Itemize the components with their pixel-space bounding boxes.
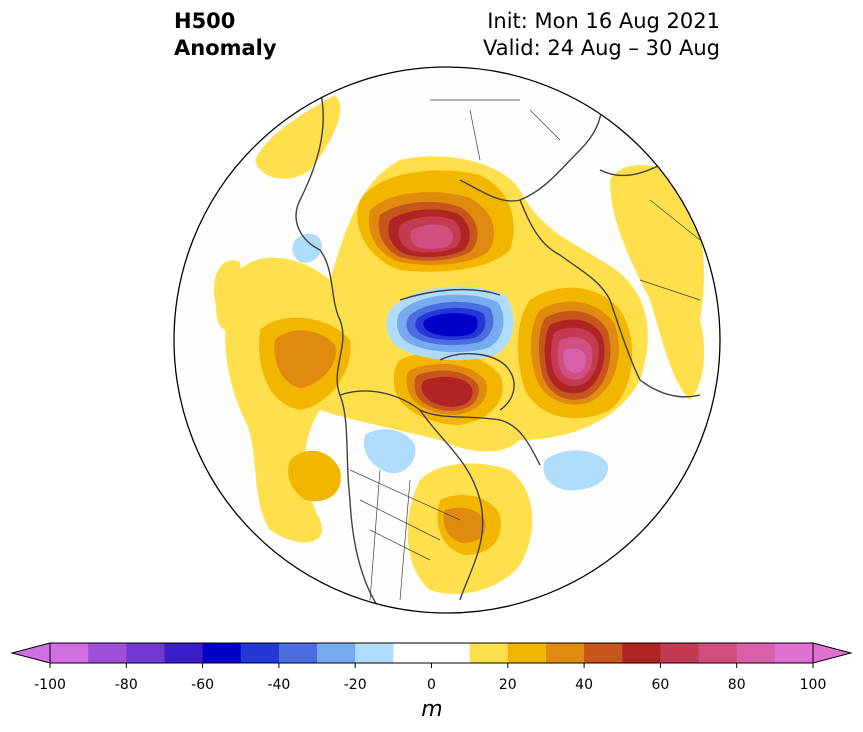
colorbar-bins [50,643,814,663]
valid-range: Valid: 24 Aug – 30 Aug [482,36,720,60]
colorbar-tick-label: 80 [728,677,746,693]
colorbar-ticks: -100 -80 -60 -40 -20 0 20 40 60 80 100 [34,663,826,693]
colorbar-bin [317,643,356,663]
init-date: Init: Mon 16 Aug 2021 [487,9,720,33]
colorbar-tick-label: -40 [267,677,290,693]
anomaly-contours [214,95,705,594]
colorbar-unit-label: m [421,697,442,722]
colorbar-tick-label: 0 [427,677,436,693]
colorbar-bin [660,643,700,663]
title-line-variable: H500 [174,9,236,33]
forecast-dates: Init: Mon 16 Aug 2021 Valid: 24 Aug – 30… [483,8,720,62]
colorbar-bin [355,643,394,663]
colorbar-tick-label: -20 [344,677,367,693]
colorbar-over-arrow [812,642,853,664]
colorbar-tick-label: 100 [800,677,827,693]
colorbar-bin [88,643,127,663]
colorbar-bin [622,643,661,663]
map-boundary [173,66,721,614]
colorbar-tick-label: -80 [115,677,138,693]
colorbar-bin [698,643,738,663]
anomaly-map [173,66,721,614]
colorbar-tick-label: 60 [651,677,669,693]
colorbar-bin [126,643,165,663]
colorbar-bin [736,643,776,663]
colorbar-bin [469,643,509,663]
colorbar-bin [240,643,280,663]
colorbar-bin [202,643,242,663]
colorbar-bin [774,643,814,663]
colorbar-bin [584,643,623,663]
colorbar-tick-label: 40 [575,677,593,693]
colorbar-bin [50,643,89,663]
colorbar: -100 -80 -60 -40 -20 0 20 40 60 80 100 m [10,642,853,722]
colorbar-tick-label: 20 [499,677,517,693]
colorbar-bin [545,643,585,663]
colorbar-bin [164,643,204,663]
colorbar-bin [278,643,318,663]
colorbar-bin [393,643,432,663]
colorbar-under-arrow [10,642,51,664]
colorbar-tick-label: -100 [34,677,66,693]
colorbar-tick-label: -60 [191,677,214,693]
title-line-field: Anomaly [174,36,277,60]
political-borders [349,99,701,601]
colorbar-bin [507,643,547,663]
map-title: H500 Anomaly [174,8,277,62]
colorbar-bin [431,643,471,663]
